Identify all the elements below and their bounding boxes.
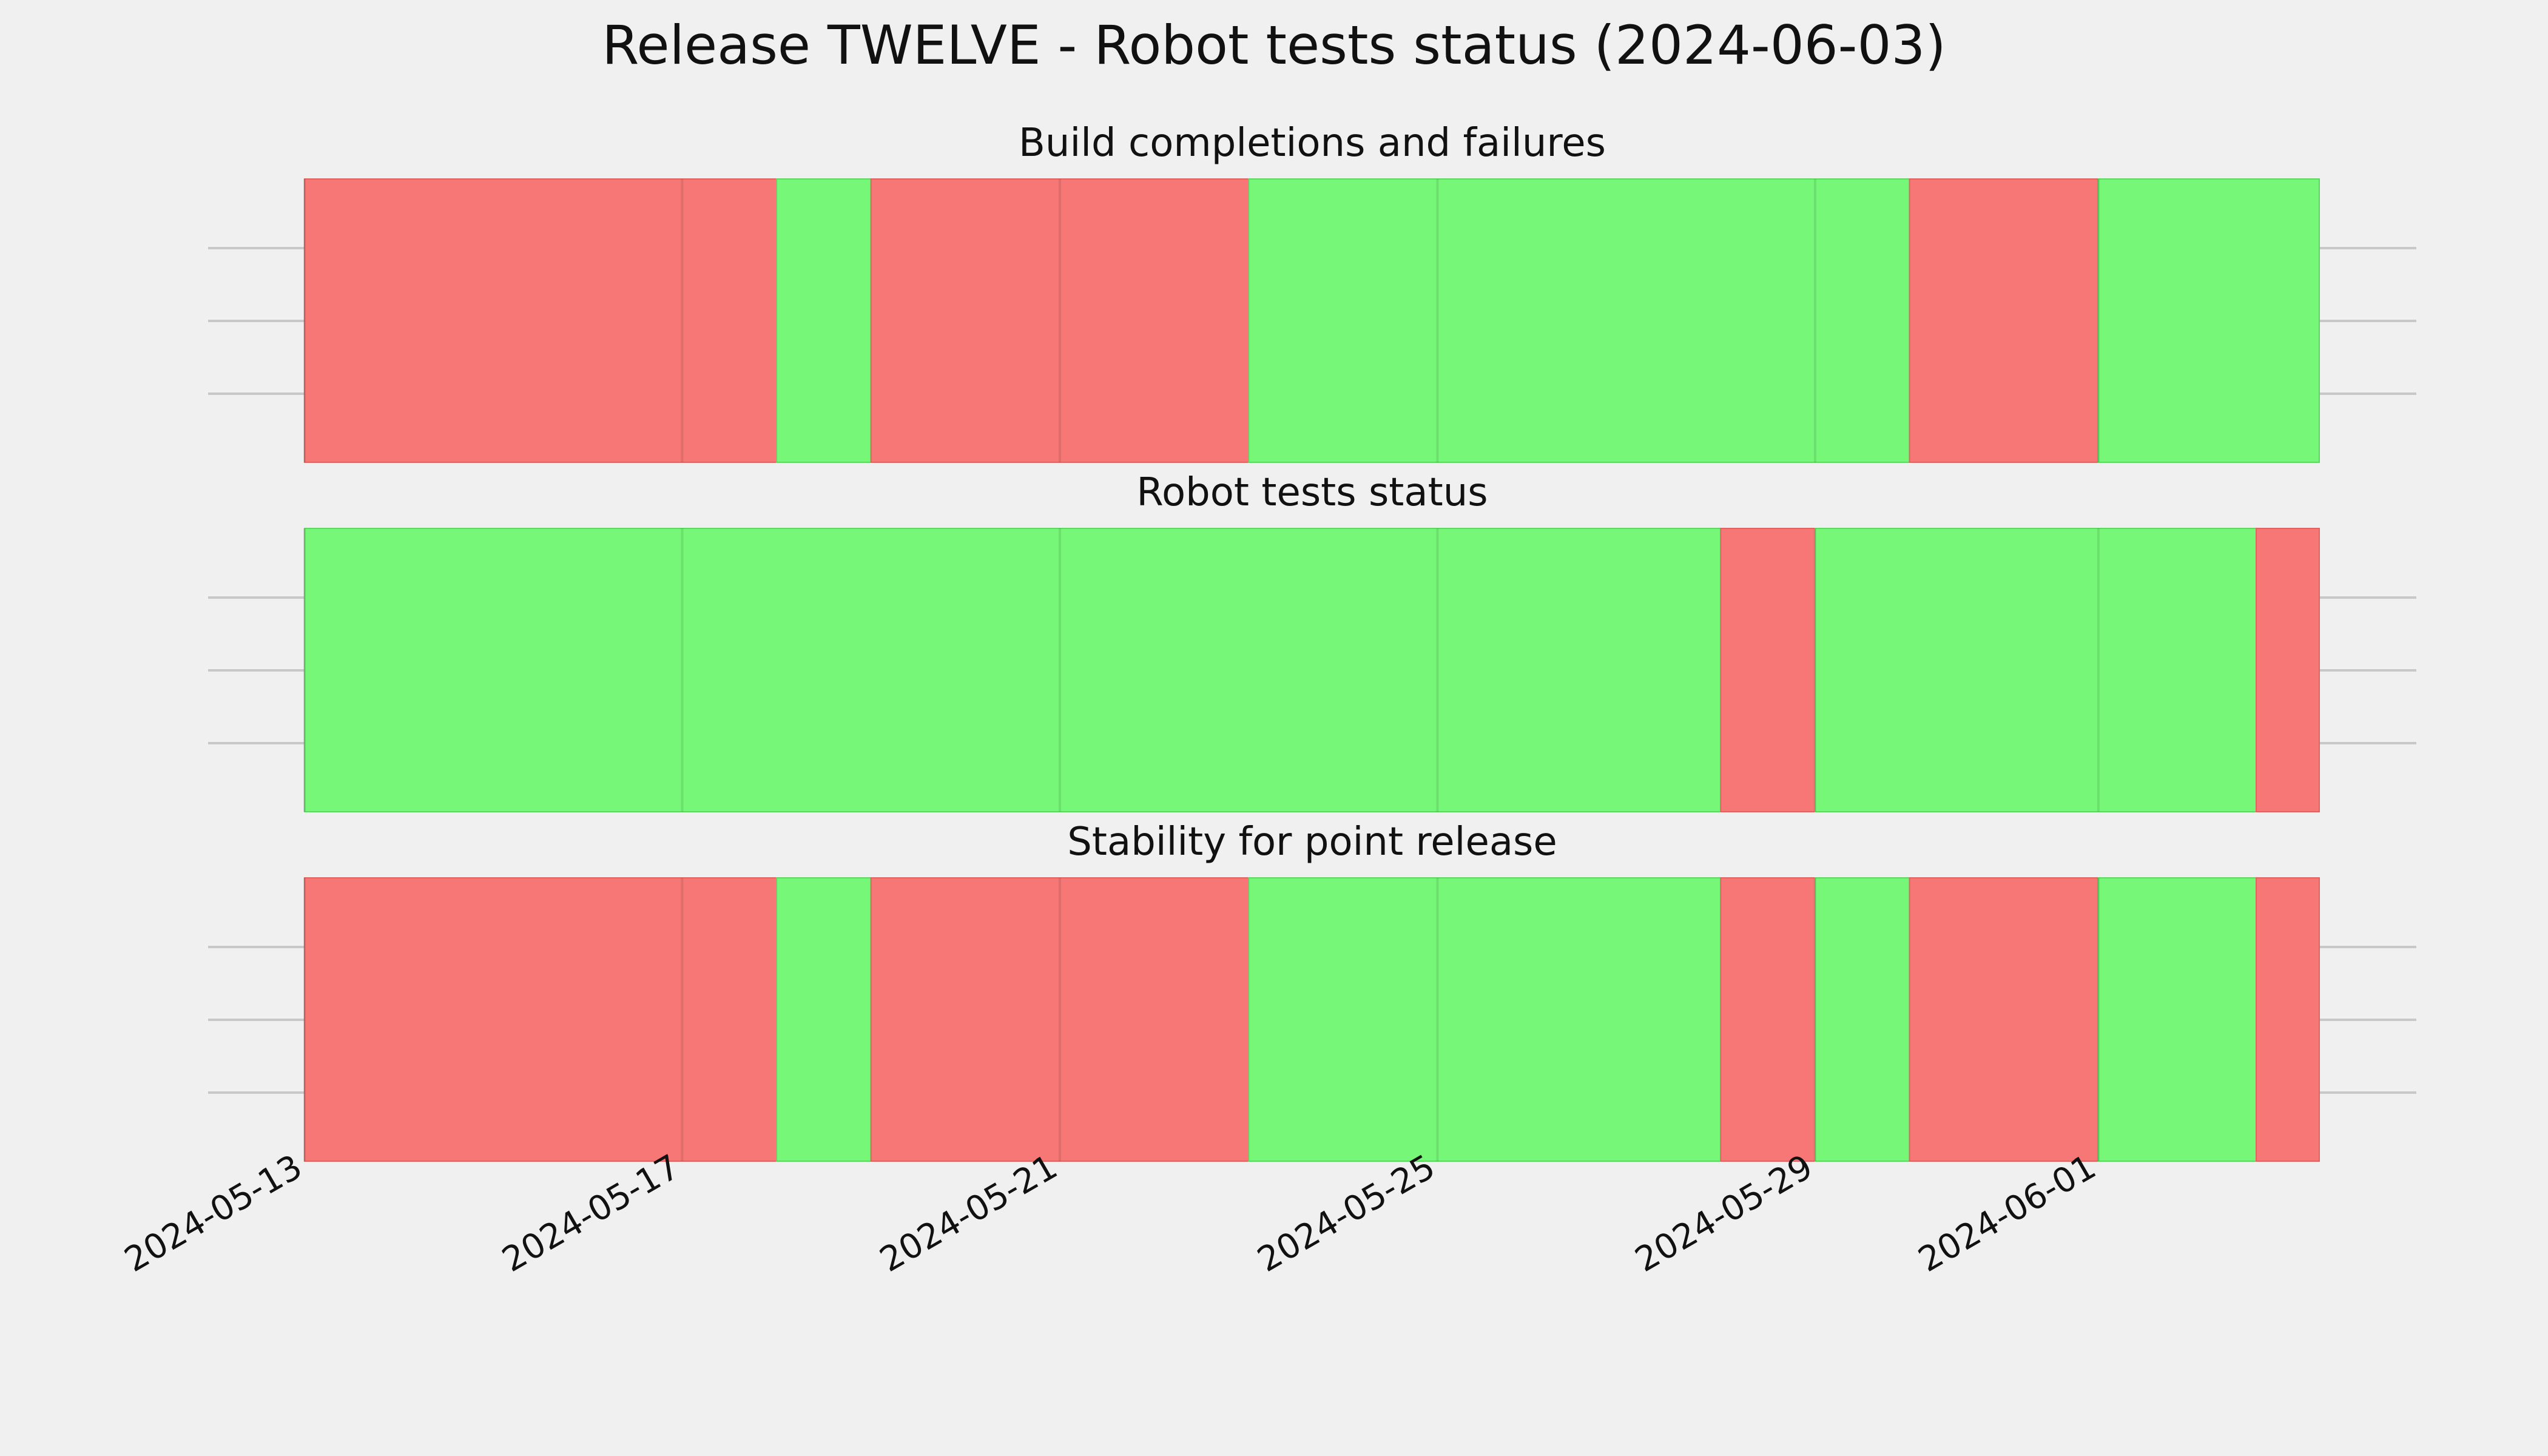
- status-segment-fail: [2256, 877, 2320, 1162]
- status-segment-pass: [776, 877, 872, 1162]
- status-segment-pass: [1814, 877, 1910, 1162]
- status-segment-fail: [1720, 528, 1816, 812]
- status-segment-pass: [776, 178, 872, 463]
- timeline-panel: Robot tests status: [208, 470, 2416, 812]
- status-segment-pass: [2097, 178, 2320, 463]
- timeline-panels: Build completions and failures Robot test…: [208, 121, 2416, 1162]
- status-segment-pass: [1814, 528, 2288, 812]
- timeline-panel: Build completions and failures: [208, 121, 2416, 463]
- status-segment-fail: [304, 178, 778, 463]
- status-segment-fail: [1909, 877, 2099, 1162]
- timeline-panel: Stability for point release: [208, 820, 2416, 1162]
- status-segment-fail: [304, 877, 778, 1162]
- status-segment-fail: [2256, 528, 2320, 812]
- panel-title: Robot tests status: [1136, 470, 1488, 515]
- status-segment-fail: [870, 877, 1250, 1162]
- status-segment-pass: [1248, 178, 1910, 463]
- panel-title: Build completions and failures: [1019, 121, 1606, 166]
- status-segment-fail: [1720, 877, 1816, 1162]
- chart-title: Release TWELVE - Robot tests status (202…: [602, 14, 1946, 76]
- status-segment-pass: [304, 528, 1722, 812]
- status-segment-pass: [1248, 877, 1722, 1162]
- status-segment-fail: [1909, 178, 2099, 463]
- status-segment-fail: [870, 178, 1250, 463]
- panel-title: Stability for point release: [1067, 820, 1557, 864]
